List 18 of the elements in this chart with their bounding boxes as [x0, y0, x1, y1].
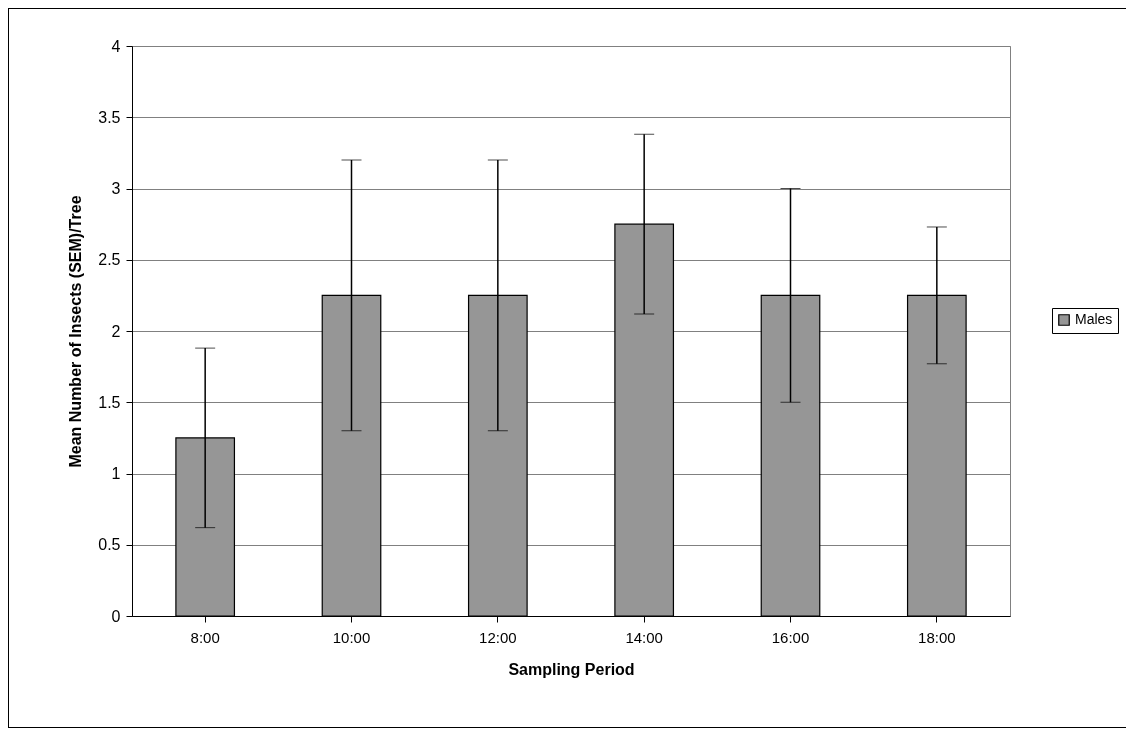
x-tick-label: 16:00: [771, 628, 810, 646]
x-tick-label: 12:00: [479, 628, 517, 646]
y-tick-label: 1.5: [98, 393, 121, 411]
y-tick-label: 3.5: [98, 108, 121, 126]
x-tick-label: 18:00: [918, 628, 956, 646]
x-tick-label: 14:00: [625, 628, 663, 646]
y-axis-title: Mean Number of Insects (SEM)/Tree: [67, 195, 85, 468]
y-tick-label: 0.5: [98, 536, 121, 554]
y-tick-label: 1: [111, 465, 121, 482]
x-tick-label: 10:00: [332, 628, 371, 646]
y-tick-label: 2: [111, 322, 121, 340]
y-tick-label: 3: [111, 180, 121, 197]
legend-label: Males: [1075, 311, 1113, 327]
x-tick-label: 8:00: [190, 628, 220, 646]
y-tick-label: 0: [111, 607, 121, 625]
y-tick-label: 4: [111, 37, 121, 55]
y-tick-label: 2.5: [98, 251, 121, 269]
x-axis-title: Sampling Period: [508, 660, 635, 678]
